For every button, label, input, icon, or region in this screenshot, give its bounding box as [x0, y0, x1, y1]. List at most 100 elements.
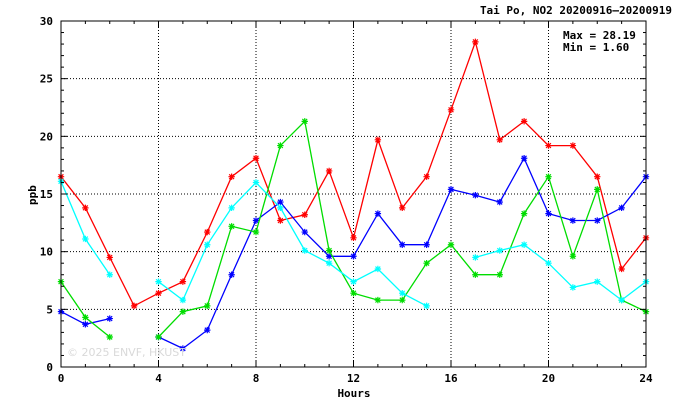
y-tick-label: 25 — [40, 73, 53, 86]
data-point — [594, 186, 601, 193]
data-point — [228, 173, 235, 180]
data-point — [423, 302, 430, 310]
data-point — [374, 265, 382, 273]
data-point — [277, 142, 284, 149]
data-point — [106, 254, 113, 261]
data-point — [520, 118, 528, 125]
data-point — [618, 265, 625, 273]
series-1 — [57, 38, 650, 310]
data-point — [82, 204, 89, 212]
x-tick-label: 4 — [155, 372, 162, 385]
data-point — [545, 142, 552, 149]
y-axis-title: ppb — [26, 185, 39, 205]
data-point — [179, 345, 187, 352]
data-point — [325, 167, 333, 175]
data-point — [301, 247, 308, 254]
data-point — [204, 302, 211, 310]
y-tick-label: 5 — [46, 303, 53, 316]
series-line — [475, 243, 647, 301]
grid-lines — [61, 21, 646, 367]
data-point — [520, 210, 528, 217]
data-point — [82, 235, 89, 243]
data-point — [399, 204, 406, 212]
watermark-text: © 2025 ENVF, HKUST — [67, 346, 186, 359]
data-point — [350, 278, 357, 285]
min-stat: Min = 1.60 — [563, 41, 629, 54]
data-point — [569, 253, 577, 260]
data-point — [252, 228, 260, 236]
data-point — [447, 241, 455, 248]
y-tick-label: 20 — [40, 130, 53, 143]
x-tick-label: 24 — [639, 372, 653, 385]
data-point — [106, 333, 113, 341]
series-layer — [57, 38, 650, 352]
data-point — [618, 204, 625, 212]
data-point — [374, 296, 382, 304]
data-point — [301, 211, 308, 218]
data-point — [325, 247, 333, 254]
data-point — [179, 308, 187, 315]
series-2 — [57, 155, 650, 352]
x-tick-label: 20 — [542, 372, 555, 385]
data-point — [447, 106, 455, 114]
data-point — [374, 210, 382, 217]
data-point — [130, 302, 138, 310]
data-point — [277, 217, 284, 224]
data-point — [569, 142, 577, 149]
data-point — [228, 223, 235, 230]
x-tick-label: 12 — [347, 372, 360, 385]
y-tick-label: 15 — [40, 188, 53, 201]
data-point — [155, 333, 162, 341]
data-point — [423, 260, 430, 267]
series-4 — [57, 178, 650, 310]
x-tick-label: 8 — [253, 372, 260, 385]
data-point — [82, 321, 89, 328]
data-point — [472, 254, 479, 261]
data-point — [545, 210, 552, 217]
data-point — [82, 314, 89, 321]
data-point — [252, 179, 260, 186]
data-point — [179, 296, 187, 304]
data-point — [496, 198, 503, 206]
series-line — [60, 181, 111, 276]
y-tick-label: 10 — [40, 246, 53, 259]
data-point — [301, 228, 308, 236]
data-point — [204, 241, 211, 248]
data-point — [277, 204, 284, 212]
x-tick-label: 0 — [58, 372, 65, 385]
data-point — [399, 241, 406, 248]
data-point — [423, 241, 430, 248]
data-point — [252, 155, 260, 162]
data-point — [569, 217, 577, 224]
series-line — [158, 181, 427, 307]
data-point — [325, 253, 333, 260]
data-point — [350, 289, 357, 297]
y-tick-label: 0 — [46, 361, 53, 374]
data-point — [204, 228, 211, 236]
data-point — [496, 136, 503, 143]
axis-ticks: 0 4 8 12 16 20 24 0 5 10 15 20 25 30 — [40, 15, 653, 385]
data-point — [350, 253, 357, 260]
data-point — [545, 173, 552, 180]
data-point — [350, 234, 357, 242]
data-point — [569, 284, 577, 291]
x-tick-label: 16 — [444, 372, 458, 385]
data-point — [423, 173, 430, 180]
data-point — [228, 271, 235, 278]
data-point — [325, 260, 333, 267]
x-axis-title: Hours — [337, 387, 370, 400]
data-point — [204, 326, 211, 334]
data-point — [277, 198, 284, 206]
data-point — [472, 191, 479, 199]
data-point — [520, 155, 528, 162]
data-point — [594, 217, 601, 224]
data-point — [594, 173, 601, 180]
data-point — [594, 278, 601, 285]
data-point — [472, 38, 479, 46]
data-point — [228, 204, 235, 212]
data-point — [472, 271, 479, 278]
data-point — [301, 118, 308, 125]
data-point — [618, 296, 625, 304]
data-point — [179, 278, 187, 285]
